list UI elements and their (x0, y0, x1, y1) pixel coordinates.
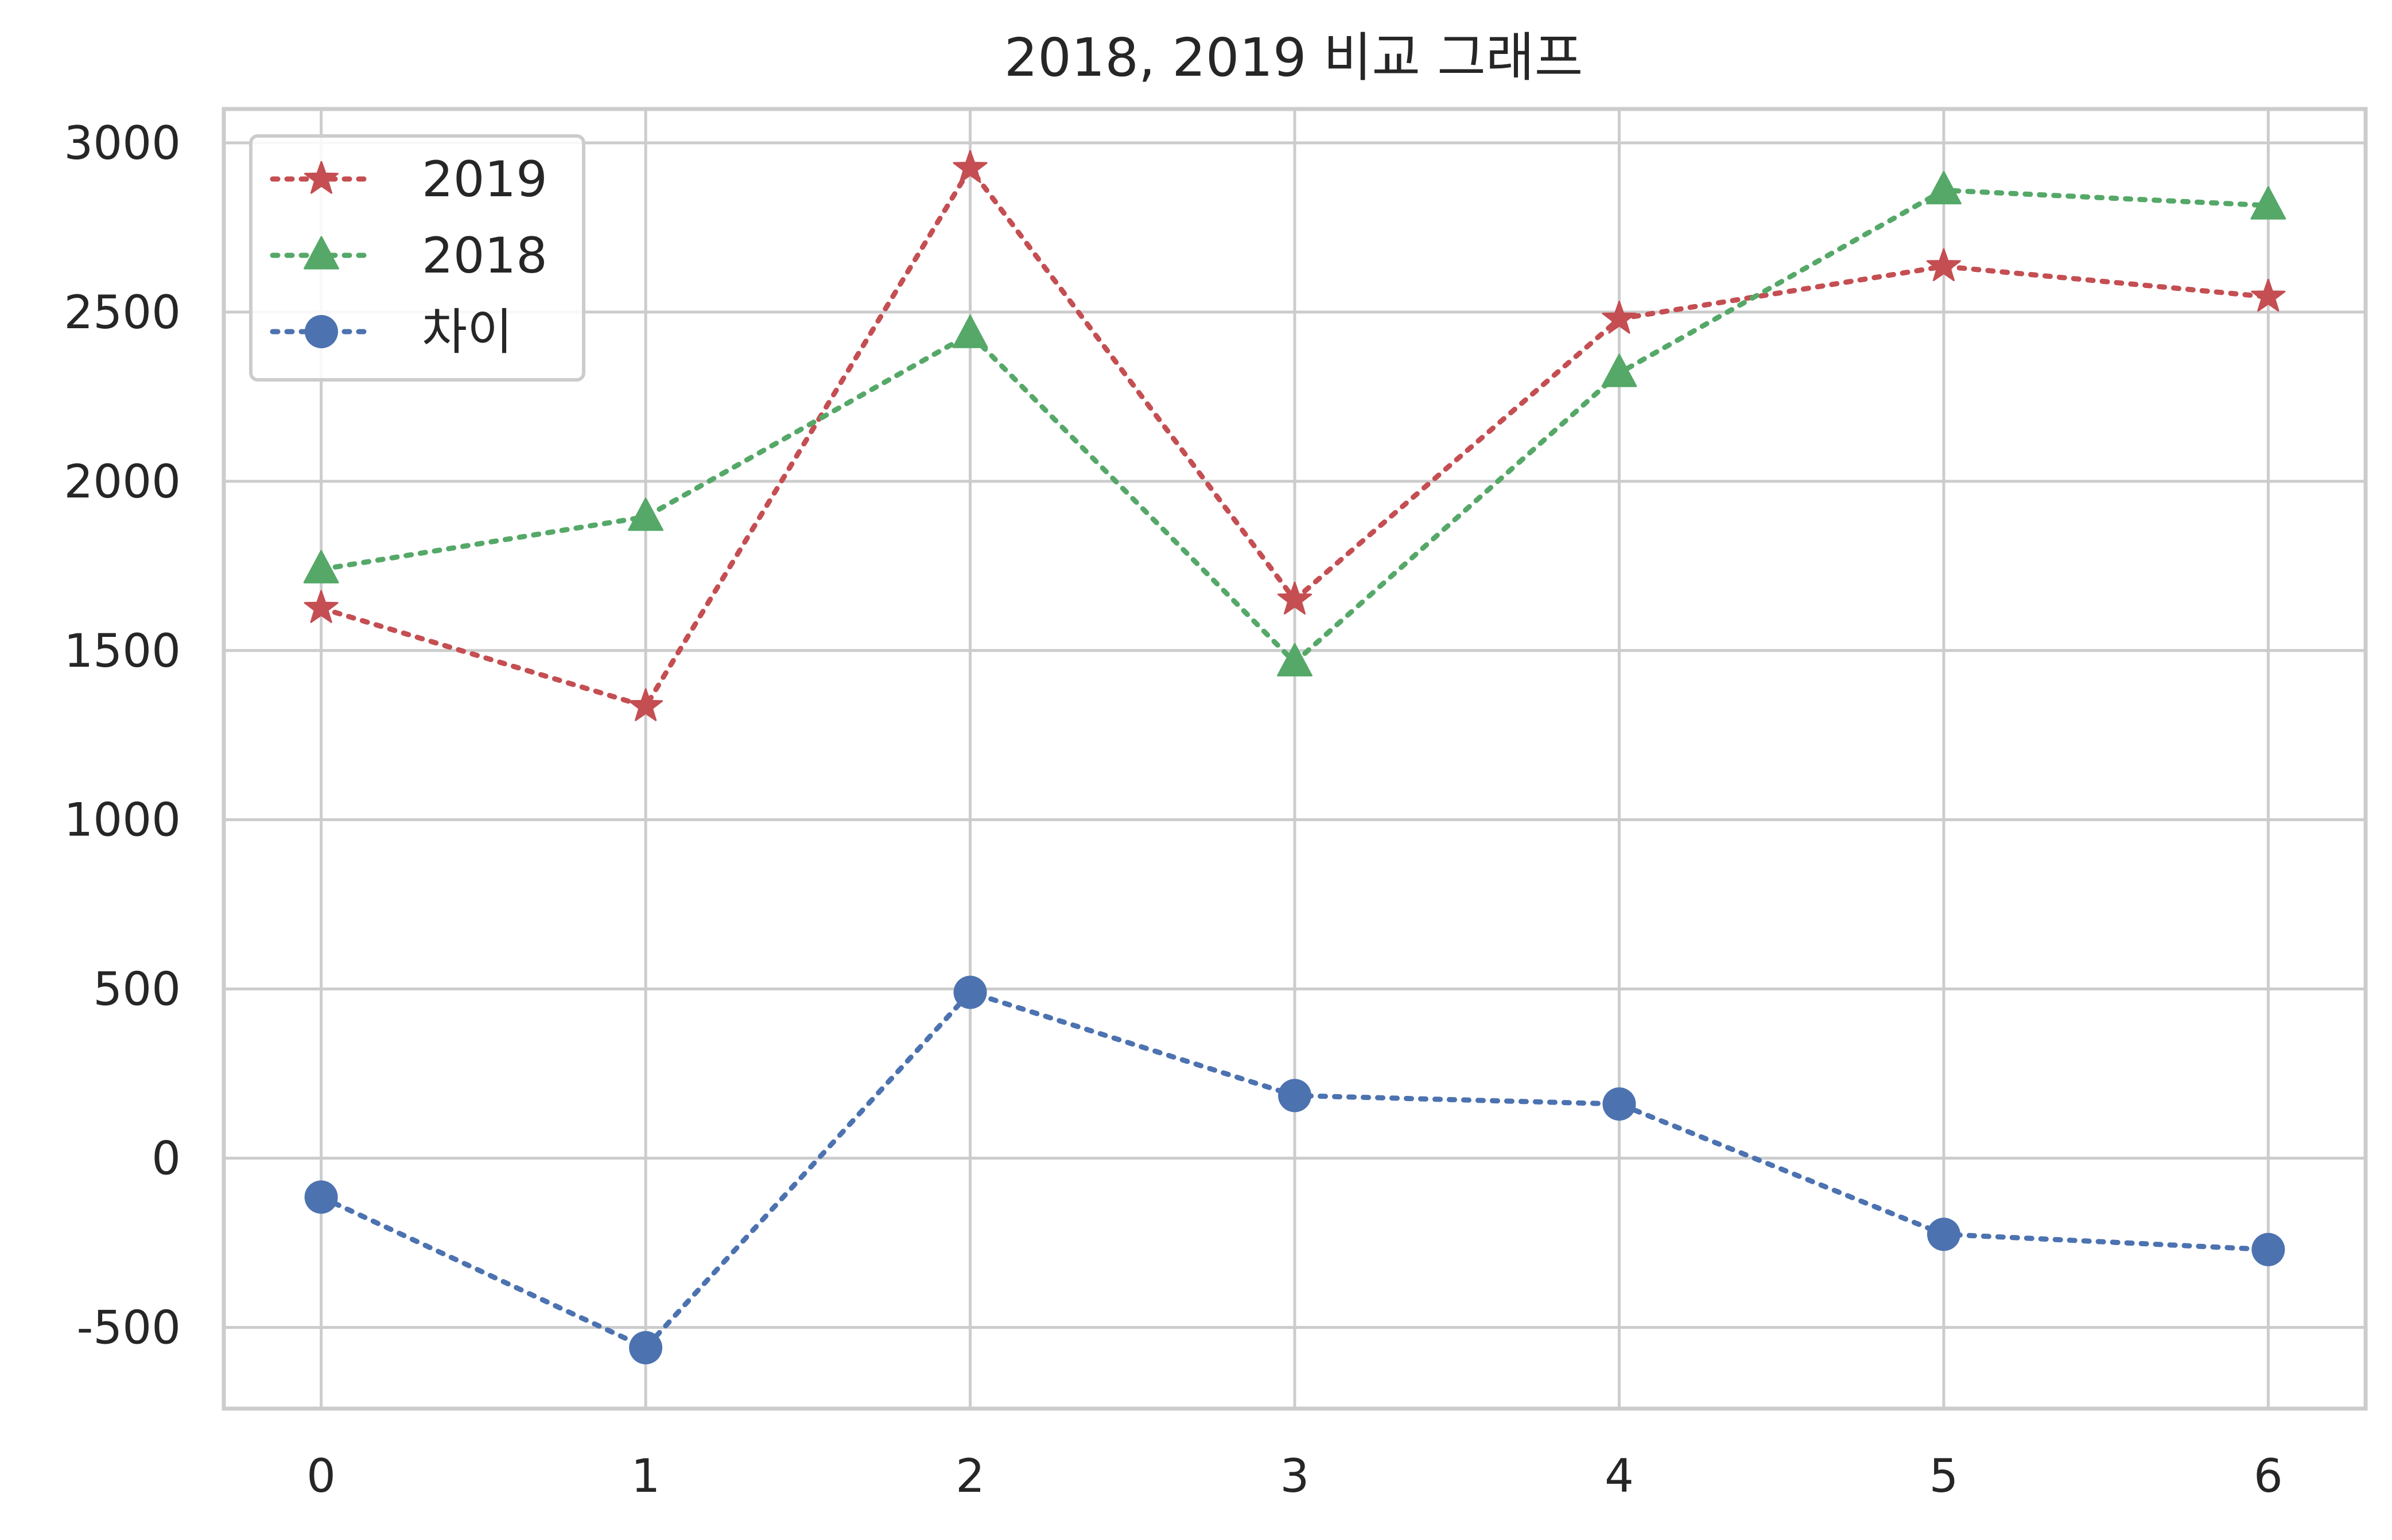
y-tick-label: 2000 (64, 455, 181, 508)
legend-entry: 2019 (270, 151, 547, 208)
series-2 (304, 975, 2285, 1364)
data-point (1277, 581, 1312, 615)
y-tick-label: 2500 (64, 286, 181, 339)
legend-marker (305, 315, 338, 348)
series-lines (303, 150, 2286, 1364)
x-tick-label: 0 (306, 1449, 336, 1503)
series-1 (303, 171, 2286, 676)
data-point (1602, 301, 1637, 334)
x-tick-label: 4 (1605, 1449, 1634, 1503)
y-tick-label: 1500 (64, 624, 181, 678)
data-point (628, 497, 664, 531)
y-axis-tick-labels: -500 0 500 1000 1500 2000 2500 3000 (64, 116, 181, 1354)
data-point (953, 150, 988, 183)
legend-marker (304, 161, 339, 194)
data-point (952, 314, 988, 348)
y-tick-label: 0 (152, 1132, 181, 1185)
x-tick-label: 3 (1280, 1449, 1310, 1503)
x-tick-label: 5 (1929, 1449, 1958, 1503)
data-point (1601, 353, 1637, 387)
data-point (953, 975, 987, 1009)
x-tick-label: 1 (631, 1449, 661, 1503)
data-point (628, 688, 663, 721)
y-tick-label: -500 (76, 1301, 181, 1354)
legend-marker (304, 236, 339, 270)
data-point (304, 1180, 338, 1214)
data-point (629, 1331, 663, 1364)
legend-label: 차이 (422, 304, 512, 361)
x-axis-tick-labels: 0 1 2 3 4 5 6 (306, 1449, 2283, 1503)
legend-label: 2019 (422, 151, 547, 208)
legend: 2019 2018 차이 (249, 134, 585, 382)
data-point (1926, 248, 1961, 281)
legend-entry: 2018 (270, 227, 547, 285)
y-tick-label: 3000 (64, 116, 181, 170)
y-tick-label: 500 (93, 963, 181, 1016)
data-point (1602, 1087, 1636, 1121)
data-point (1277, 643, 1313, 676)
legend-box (249, 134, 585, 382)
legend-label: 2018 (422, 227, 547, 285)
x-tick-label: 2 (956, 1449, 985, 1503)
data-point (303, 550, 339, 584)
series-0 (304, 150, 2286, 721)
y-tick-label: 1000 (64, 794, 181, 847)
data-point (1925, 171, 1962, 205)
x-tick-label: 6 (2254, 1449, 2283, 1503)
data-point (1927, 1218, 1960, 1251)
data-point (1278, 1079, 1311, 1113)
data-point (304, 590, 339, 623)
data-point (2251, 278, 2286, 312)
data-point (2251, 1232, 2285, 1266)
legend-entry: 차이 (270, 304, 512, 361)
data-point (2250, 186, 2286, 220)
chart-title: 2018, 2019 비교 그래프 (1004, 27, 1583, 88)
